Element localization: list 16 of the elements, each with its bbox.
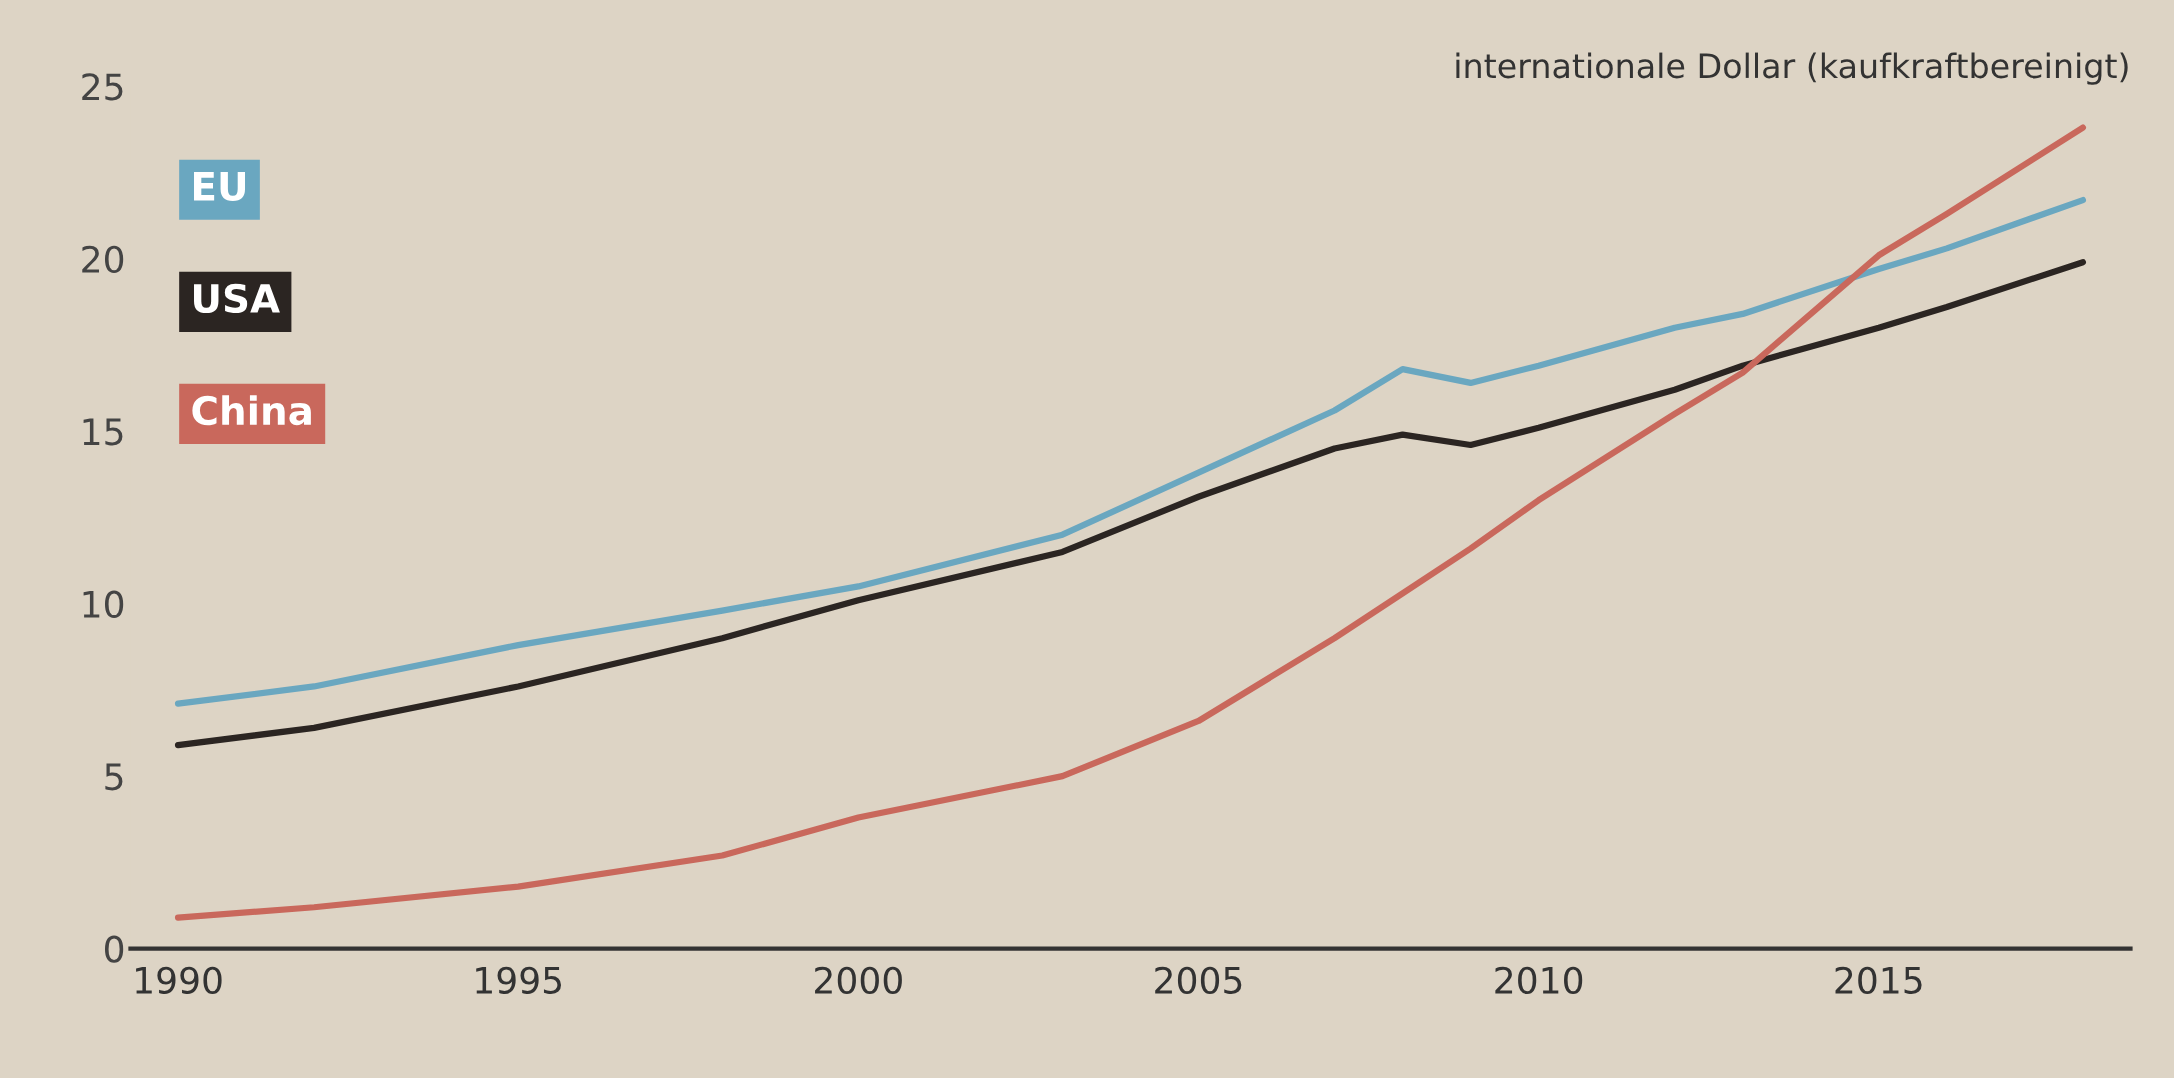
chart-title: internationale Dollar (kaufkraftbereinigt) xyxy=(1456,52,2128,85)
y-tick-label: 25 xyxy=(82,73,123,101)
x-tick-label: 2000 xyxy=(815,966,902,994)
text: China xyxy=(192,395,311,426)
y-tick-label: 20 xyxy=(82,245,124,273)
y-tick-label: 5 xyxy=(105,763,123,791)
text: EU xyxy=(194,172,246,202)
x-tick-label: 2015 xyxy=(1835,966,1922,994)
y-tick-label: 15 xyxy=(83,418,123,446)
x-tick-label: 1995 xyxy=(476,966,562,994)
y-tick-label: 10 xyxy=(83,590,124,618)
x-tick-label: 2010 xyxy=(1495,966,1583,994)
x-tick-label: 2005 xyxy=(1155,966,1242,994)
x-tick-label: 1990 xyxy=(136,966,222,994)
y-tick-label: 0 xyxy=(104,935,124,963)
text: USA xyxy=(194,283,280,314)
